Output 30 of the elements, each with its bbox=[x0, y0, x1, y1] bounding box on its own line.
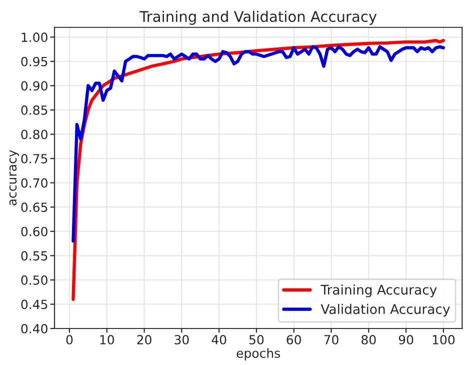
x-tick-label: 60 bbox=[286, 334, 301, 344]
x-tick-label: 0 bbox=[66, 334, 73, 344]
y-tick-label: 0.55 bbox=[21, 251, 48, 261]
y-tick-label: 0.85 bbox=[21, 105, 48, 115]
y-tick-label: 0.95 bbox=[21, 56, 48, 66]
y-tick-label: 0.40 bbox=[21, 324, 48, 334]
x-tick-label: 50 bbox=[249, 334, 264, 344]
x-tick-label: 90 bbox=[398, 334, 414, 344]
y-tick-label: 0.50 bbox=[21, 275, 48, 285]
y-tick-label: 0.80 bbox=[21, 130, 48, 140]
legend-label: Training Accuracy bbox=[320, 284, 437, 298]
x-axis-title: epochs bbox=[236, 348, 280, 360]
y-tick-label: 0.45 bbox=[21, 300, 48, 310]
legend-label: Validation Accuracy bbox=[320, 304, 450, 317]
x-tick-label: 40 bbox=[212, 334, 226, 344]
y-axis-title: accuracy bbox=[9, 150, 20, 206]
x-tick-label: 20 bbox=[137, 334, 152, 344]
x-tick-label: 30 bbox=[174, 334, 189, 344]
y-tick-label: 0.90 bbox=[21, 81, 48, 91]
x-tick-label: 80 bbox=[362, 334, 376, 344]
x-tick-label: 70 bbox=[324, 334, 338, 344]
y-tick-label: 0.75 bbox=[21, 154, 48, 164]
y-tick-label: 0.60 bbox=[21, 226, 48, 236]
line-series bbox=[72, 45, 446, 243]
x-tick-label: 10 bbox=[100, 334, 114, 344]
y-tick-label: 0.65 bbox=[21, 202, 48, 212]
chart-title: Training and Validation Accuracy bbox=[140, 10, 377, 25]
y-tick-label: 1.00 bbox=[22, 32, 48, 42]
x-tick-label: 100 bbox=[432, 334, 455, 344]
y-tick-label: 0.70 bbox=[21, 178, 48, 188]
